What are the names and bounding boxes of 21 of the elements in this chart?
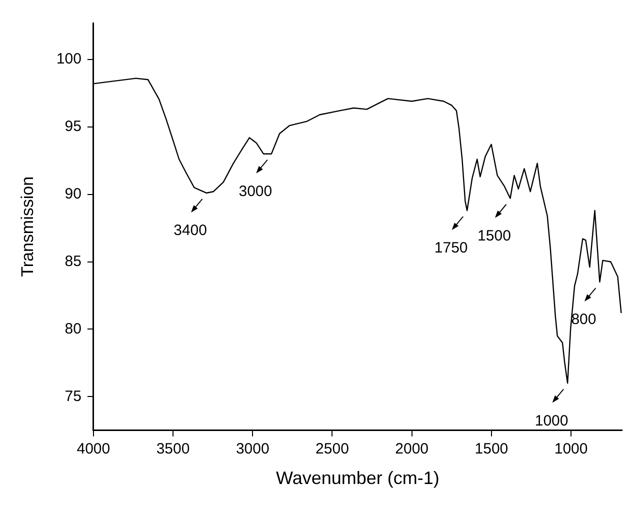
y-axis-title: Transmission bbox=[18, 176, 37, 277]
x-tick-label: 3000 bbox=[236, 440, 270, 458]
y-tick-label: 95 bbox=[64, 118, 82, 136]
y-tick-label: 85 bbox=[64, 252, 82, 270]
y-tick-label: 90 bbox=[64, 185, 82, 202]
annotation: 800 bbox=[571, 311, 596, 328]
x-tick-label: 1500 bbox=[474, 440, 508, 458]
y-tick-label: 75 bbox=[64, 388, 82, 405]
x-tick-label: 3500 bbox=[156, 440, 190, 458]
x-tick-label: 2500 bbox=[316, 440, 349, 458]
annotation: 3400 bbox=[174, 222, 207, 240]
x-tick-label: 2000 bbox=[395, 440, 429, 458]
y-tick-label: 100 bbox=[56, 50, 82, 68]
x-tick-label: 1000 bbox=[554, 440, 588, 458]
annotation: 1000 bbox=[534, 412, 568, 430]
x-tick-label: 4000 bbox=[76, 440, 110, 458]
x-axis-title: Wavenumber (cm-1) bbox=[276, 468, 440, 488]
annotation: 3000 bbox=[238, 182, 272, 200]
annotation: 1500 bbox=[478, 228, 511, 245]
y-tick-label: 80 bbox=[64, 320, 82, 338]
annotation: 1750 bbox=[434, 240, 468, 257]
